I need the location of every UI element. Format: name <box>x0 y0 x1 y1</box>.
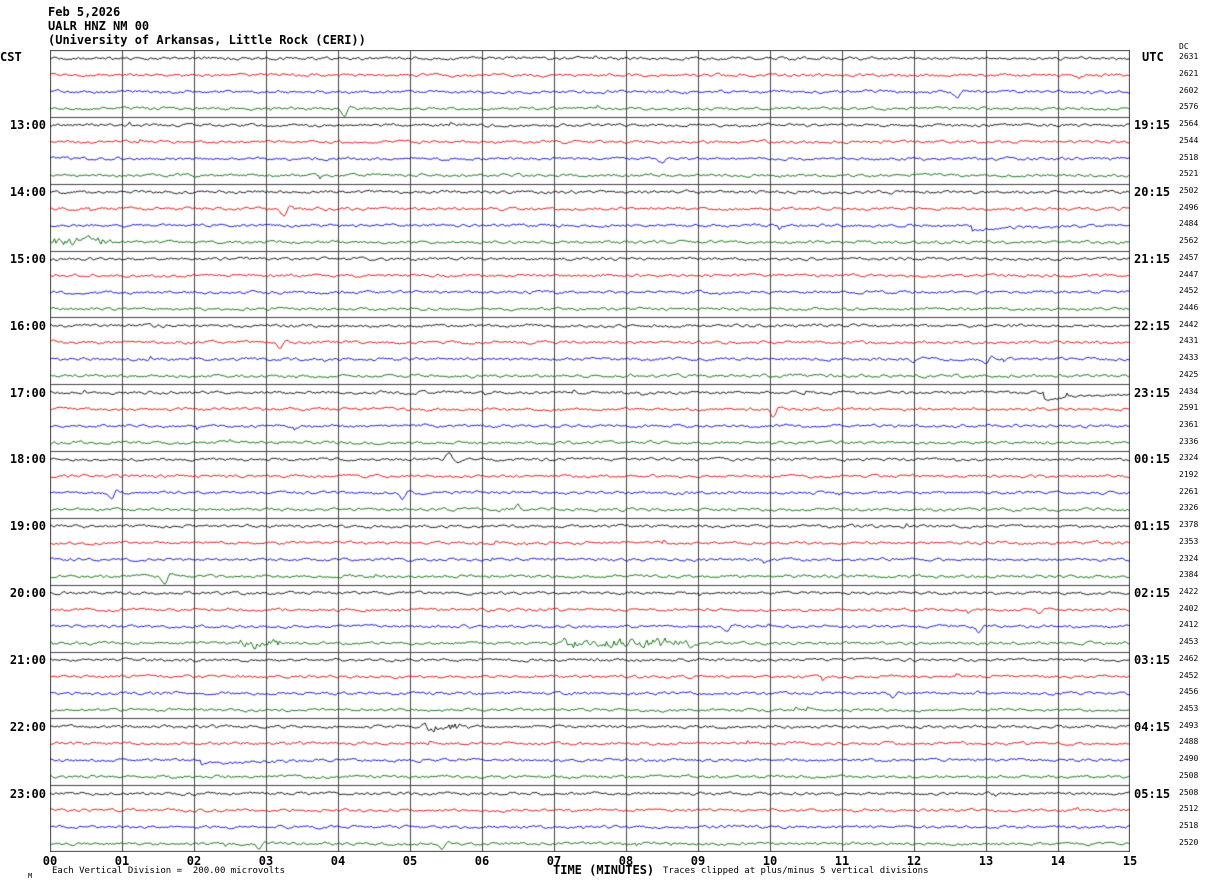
dc-offset-value: 2564 <box>1179 119 1199 129</box>
x-tick-label: 04 <box>330 854 346 868</box>
dc-offset-value: 2602 <box>1179 85 1199 95</box>
cst-time-label: 17:00 <box>9 385 46 400</box>
utc-time-label: 02:15 <box>1134 586 1171 601</box>
dc-offset-value: 2378 <box>1179 520 1199 530</box>
dc-offset-value: 2422 <box>1179 587 1199 597</box>
dc-offset-value: 2508 <box>1179 787 1199 797</box>
x-tick-label: 06 <box>474 854 490 868</box>
station-code: UALR HNZ NM 00 <box>48 19 150 33</box>
cst-time-label: 16:00 <box>9 318 46 333</box>
right-timezone-label: UTC <box>1142 50 1164 64</box>
dc-offset-value: 2425 <box>1179 369 1199 379</box>
dc-offset-value: 2576 <box>1179 102 1199 112</box>
dc-offset-value: 2621 <box>1179 69 1199 79</box>
dc-offset-value: 2453 <box>1179 703 1199 713</box>
dc-offset-value: 2192 <box>1179 470 1199 480</box>
dc-offset-value: 2488 <box>1179 737 1199 747</box>
dc-offset-value: 2353 <box>1179 536 1199 546</box>
cst-time-label: 14:00 <box>9 185 46 200</box>
station-affiliation: (University of Arkansas, Little Rock (CE… <box>48 33 366 47</box>
dc-offset-value: 2402 <box>1179 603 1199 613</box>
dc-offset-value: 2591 <box>1179 403 1199 413</box>
cst-time-label: 22:00 <box>9 719 46 734</box>
utc-time-label: 19:15 <box>1134 118 1171 133</box>
dc-offset-value: 2512 <box>1179 804 1199 814</box>
dc-offset-value: 2434 <box>1179 386 1199 396</box>
vertical-division-note: Each Vertical Division = 200.00 microvol… <box>52 866 285 876</box>
dc-offset-value: 2457 <box>1179 252 1199 262</box>
x-tick-label: 09 <box>690 854 706 868</box>
dc-offset-value: 2452 <box>1179 286 1199 296</box>
record-date: Feb 5,2026 <box>48 5 121 19</box>
dc-offset-value: 2324 <box>1179 553 1199 563</box>
dc-offset-value: 2324 <box>1179 453 1199 463</box>
left-timezone-label: CST <box>0 50 22 64</box>
x-tick-label: 11 <box>834 854 850 868</box>
cst-time-label: 19:00 <box>9 519 46 534</box>
dc-offset-value: 2384 <box>1179 570 1199 580</box>
dc-offset-value: 2502 <box>1179 186 1199 196</box>
dc-offset-value: 2336 <box>1179 436 1199 446</box>
x-tick-label: 05 <box>402 854 418 868</box>
x-tick-label: 14 <box>1050 854 1066 868</box>
utc-time-label: 04:15 <box>1134 719 1171 734</box>
dc-offset-value: 2508 <box>1179 770 1199 780</box>
x-tick-label: 07 <box>546 854 562 868</box>
utc-time-label: 21:15 <box>1134 251 1171 266</box>
corner-mark: M <box>28 872 33 880</box>
utc-time-label: 22:15 <box>1134 318 1171 333</box>
cst-time-label: 13:00 <box>9 118 46 133</box>
dc-offset-value: 2431 <box>1179 336 1199 346</box>
clipping-note: Traces clipped at plus/minus 5 vertical … <box>663 866 929 876</box>
cst-time-label: 18:00 <box>9 452 46 467</box>
x-tick-label: 00 <box>42 854 58 868</box>
dc-offset-value: 2631 <box>1179 52 1199 62</box>
x-tick-label: 02 <box>186 854 202 868</box>
dc-offset-value: 2412 <box>1179 620 1199 630</box>
dc-offset-value: 2452 <box>1179 670 1199 680</box>
dc-offset-value: 2433 <box>1179 353 1199 363</box>
dc-offset-value: 2462 <box>1179 653 1199 663</box>
utc-time-label: 03:15 <box>1134 652 1171 667</box>
utc-time-label: 01:15 <box>1134 519 1171 534</box>
dc-offset-value: 2544 <box>1179 135 1199 145</box>
dc-offset-value: 2520 <box>1179 837 1199 847</box>
dc-offset-value: 2521 <box>1179 169 1199 179</box>
dc-column-label: DC <box>1179 42 1189 51</box>
dc-offset-value: 2484 <box>1179 219 1199 229</box>
x-tick-label: 10 <box>762 854 778 868</box>
x-tick-label: 12 <box>906 854 922 868</box>
x-tick-label: 01 <box>114 854 130 868</box>
dc-offset-value: 2496 <box>1179 202 1199 212</box>
x-tick-label: 13 <box>978 854 994 868</box>
dc-offset-value: 2518 <box>1179 152 1199 162</box>
utc-time-label: 00:15 <box>1134 452 1171 467</box>
dc-offset-value: 2446 <box>1179 302 1199 312</box>
helicorder-canvas <box>50 50 1130 852</box>
dc-offset-value: 2490 <box>1179 754 1199 764</box>
utc-time-label: 20:15 <box>1134 185 1171 200</box>
cst-time-label: 20:00 <box>9 586 46 601</box>
dc-offset-value: 2261 <box>1179 486 1199 496</box>
dc-offset-value: 2518 <box>1179 820 1199 830</box>
cst-time-label: 21:00 <box>9 652 46 667</box>
utc-time-label: 23:15 <box>1134 385 1171 400</box>
dc-offset-value: 2562 <box>1179 236 1199 246</box>
dc-offset-value: 2447 <box>1179 269 1199 279</box>
cst-time-label: 23:00 <box>9 786 46 801</box>
utc-time-label: 05:15 <box>1134 786 1171 801</box>
dc-offset-value: 2453 <box>1179 637 1199 647</box>
dc-offset-value: 2493 <box>1179 720 1199 730</box>
dc-offset-value: 2442 <box>1179 319 1199 329</box>
x-tick-label: 08 <box>618 854 634 868</box>
cst-time-label: 15:00 <box>9 251 46 266</box>
x-axis-title: TIME (MINUTES) <box>553 863 655 877</box>
x-tick-label: 15 <box>1122 854 1138 868</box>
dc-offset-value: 2361 <box>1179 419 1199 429</box>
x-tick-label: 03 <box>258 854 274 868</box>
dc-offset-value: 2326 <box>1179 503 1199 513</box>
dc-offset-value: 2456 <box>1179 687 1199 697</box>
